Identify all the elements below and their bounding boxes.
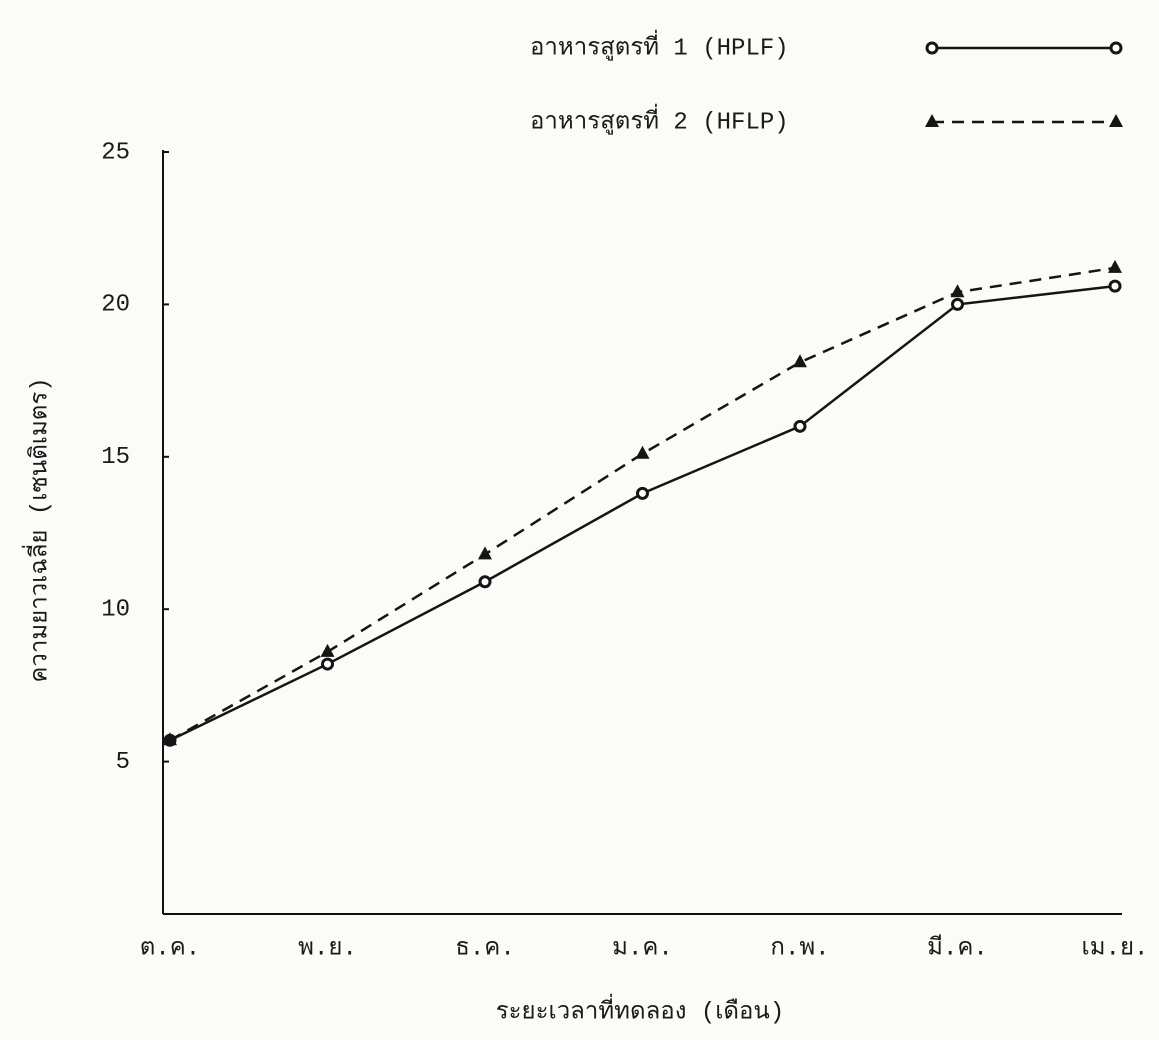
x-tick-label: ธ.ค. [455,935,515,962]
legend-label: อาหารสูตรที่ 2 (HFLP) [530,103,789,136]
y-tick-label: 5 [116,749,130,776]
legend-marker [925,41,939,55]
legend-marker [1109,114,1123,127]
x-tick-label: พ.ย. [298,935,357,962]
point [793,419,807,433]
point [1108,279,1122,293]
x-tick-label: ต.ค. [140,935,200,962]
y-axis-label: ความยาวเฉลี่ย (เซนติเมตร) [21,377,54,682]
series-line [169,266,1116,742]
point [163,732,177,746]
legend-marker [1109,41,1123,55]
point [793,354,807,368]
series-line [169,284,1116,742]
point [320,643,335,657]
legend-label: อาหารสูตรที่ 1 (HPLF) [530,29,789,62]
y-tick-label: 10 [101,597,130,624]
point [321,657,334,671]
point [636,486,649,500]
point [950,284,965,298]
x-tick-label: เม.ย. [1082,935,1149,962]
point [1108,259,1122,273]
point [478,575,492,589]
y-tick-label: 25 [101,139,130,166]
x-tick-label: ม.ค. [612,935,673,962]
x-tick-label: มี.ค. [927,933,988,962]
y-tick-label: 20 [101,292,130,319]
point [478,546,492,560]
point [635,445,650,459]
point [951,297,964,311]
legend-marker [925,114,939,127]
y-tick-label: 15 [101,444,130,471]
x-tick-label: ก.พ. [770,935,829,962]
x-axis-label: ระยะเวลาที่ทดลอง (เดือน) [496,993,784,1026]
